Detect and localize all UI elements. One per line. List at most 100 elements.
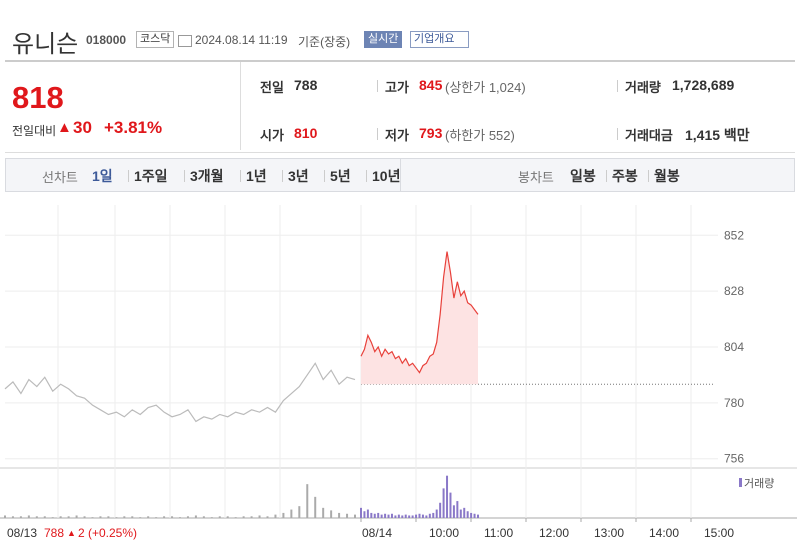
volume-bar — [19, 516, 22, 518]
tab[interactable]: 월봉 — [654, 168, 680, 184]
item-extra: (상한가 1,024) — [445, 80, 526, 95]
volume-bar — [4, 515, 6, 518]
tab[interactable]: 10년 — [372, 168, 401, 184]
volume-bar — [397, 514, 400, 518]
tab[interactable]: 일봉 — [570, 168, 596, 184]
tab-sep — [648, 170, 649, 182]
volume-bar — [147, 516, 150, 518]
volume-bar — [346, 513, 349, 518]
volume-bar — [373, 513, 376, 518]
tab[interactable]: 1일 — [92, 168, 113, 184]
tab-sep — [128, 170, 129, 182]
volume-bar — [11, 516, 14, 518]
tab-sep — [606, 170, 607, 182]
volume-bar — [439, 502, 442, 518]
volume-bar — [43, 516, 46, 518]
price: 818 — [12, 80, 64, 115]
volume-bar — [470, 512, 473, 518]
tab[interactable]: 1년 — [246, 168, 267, 184]
tab-divider — [400, 158, 401, 192]
volume-bar — [401, 515, 404, 518]
footer-change: 2 — [78, 526, 85, 540]
volume-bar — [380, 514, 383, 518]
item-sep — [617, 80, 618, 92]
overview-dropdown[interactable]: 기업개요 — [410, 31, 470, 48]
volume-bar — [123, 516, 126, 518]
x-tick-label: 08/14 — [362, 526, 392, 540]
item-label: 거래대금 — [625, 128, 673, 143]
quote-divider — [240, 62, 241, 150]
volume-bar — [384, 513, 387, 518]
volume-bar — [404, 514, 407, 518]
y-tick-label: 756 — [724, 452, 744, 466]
item-value: 845 — [419, 77, 443, 93]
quote-box — [5, 60, 795, 153]
realtime-badge[interactable]: 실시간 — [364, 31, 403, 48]
footer-date: 08/13 — [7, 526, 37, 540]
volume-bar — [266, 516, 269, 518]
volume-bar — [234, 517, 237, 518]
volume-bar — [442, 488, 445, 518]
tab[interactable]: 주봉 — [612, 168, 638, 184]
volume-bar — [202, 516, 205, 518]
tab[interactable]: 3개월 — [190, 168, 224, 184]
change-pct: +3.81% — [104, 118, 163, 137]
volume-bar — [477, 514, 479, 518]
tab[interactable]: 1주일 — [134, 168, 168, 184]
footer-pct: (+0.25%) — [88, 526, 137, 540]
tab[interactable]: 5년 — [330, 168, 351, 184]
volume-bar — [274, 514, 277, 518]
volume-bar — [83, 516, 86, 518]
volume-bar — [155, 517, 158, 518]
price-line — [4, 362, 356, 423]
item-sep — [377, 128, 378, 140]
x-tick-label: 15:00 — [704, 526, 734, 540]
market-badge: 코스닥 — [136, 31, 175, 48]
volume-bar — [171, 516, 174, 518]
volume-bar — [210, 517, 213, 518]
footer-sign: ▲ — [67, 528, 76, 538]
volume-bar — [449, 492, 452, 518]
tab-sep — [184, 170, 185, 182]
volume-bar — [466, 511, 469, 518]
volume-bar — [131, 516, 134, 518]
volume-bar — [363, 511, 366, 518]
volume-bar — [463, 507, 466, 518]
volume-bar — [59, 516, 62, 518]
volume-bar — [360, 507, 362, 518]
volume-bar — [35, 516, 38, 518]
volume-bar — [459, 509, 462, 518]
volume-bar — [330, 510, 333, 518]
volume-bar — [370, 512, 373, 518]
volume-bar — [473, 513, 476, 518]
volume-bar — [218, 516, 221, 518]
volume-bar — [425, 515, 428, 518]
volume-bar — [456, 501, 459, 518]
y-tick-label: 780 — [724, 396, 744, 410]
volume-bar — [27, 515, 30, 518]
volume-bar — [418, 513, 421, 518]
volume-bar — [338, 512, 341, 518]
tab-sep — [366, 170, 367, 182]
volume-bar — [226, 516, 229, 518]
volume-bar — [282, 512, 285, 518]
volume-bar — [179, 517, 181, 518]
volume-bar — [306, 484, 309, 518]
volume-bar — [67, 516, 70, 518]
item-label: 전일 — [260, 80, 284, 95]
volume-bar — [250, 516, 253, 518]
volume-bar — [354, 514, 356, 518]
item-value: 1,728,689 — [672, 77, 735, 93]
volume-bar — [99, 516, 102, 518]
tab-label: 선차트 — [42, 170, 78, 185]
change-label: 전일대비 — [12, 124, 57, 138]
area — [361, 251, 478, 385]
volume-bar — [186, 516, 189, 518]
volume-bar — [242, 516, 245, 518]
volume-bar — [452, 505, 455, 518]
tab[interactable]: 3년 — [288, 168, 309, 184]
x-tick-label: 12:00 — [539, 526, 569, 540]
volume-bar — [421, 514, 424, 518]
